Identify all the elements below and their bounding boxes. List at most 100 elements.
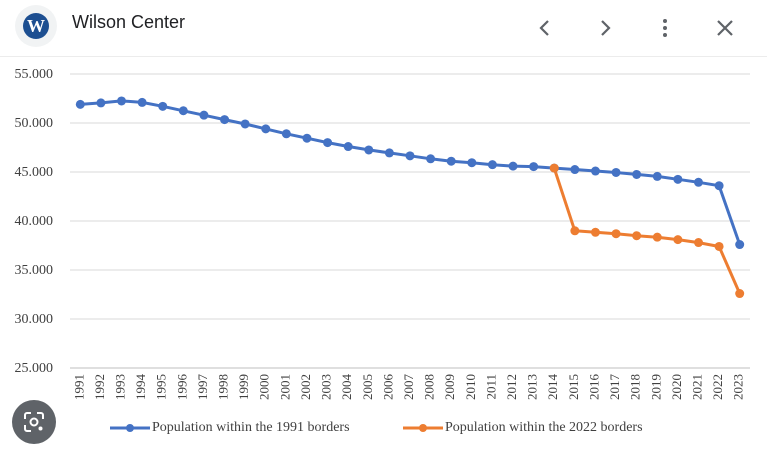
app-header: W Wilson Center — [0, 0, 767, 57]
data-point-series-0 — [384, 148, 394, 158]
legend-label-2022: Population within the 2022 borders — [445, 420, 643, 435]
data-point-series-0 — [673, 174, 683, 184]
data-point-series-0 — [446, 156, 456, 166]
x-tick-label: 2011 — [483, 374, 498, 400]
chevron-left-icon — [539, 20, 549, 36]
data-point-series-0 — [632, 169, 642, 179]
close-icon — [717, 20, 733, 36]
x-tick-label: 1997 — [195, 374, 210, 401]
data-point-series-1 — [632, 231, 642, 241]
data-point-series-0 — [467, 158, 477, 168]
y-tick-label: 55.000 — [15, 67, 54, 82]
data-point-series-1 — [590, 227, 600, 237]
data-point-series-0 — [302, 133, 312, 143]
data-point-series-0 — [405, 151, 415, 161]
x-tick-label: 2002 — [298, 374, 313, 400]
x-tick-label: 2007 — [401, 374, 416, 401]
x-tick-label: 2019 — [648, 374, 663, 400]
data-point-series-0 — [611, 167, 621, 177]
close-button[interactable] — [705, 8, 745, 48]
data-point-series-0 — [117, 96, 127, 106]
x-tick-label: 2005 — [360, 374, 375, 400]
x-tick-label: 2008 — [422, 374, 437, 400]
more-vert-icon — [663, 19, 667, 37]
x-tick-label: 2020 — [669, 374, 684, 400]
y-tick-label: 35.000 — [15, 263, 54, 278]
data-point-series-1 — [570, 226, 580, 236]
x-tick-label: 2003 — [319, 374, 334, 400]
data-point-series-0 — [570, 165, 580, 175]
data-point-series-0 — [178, 106, 188, 116]
legend-swatch-1991 — [110, 424, 150, 432]
data-point-series-0 — [693, 177, 703, 187]
data-point-series-0 — [158, 101, 168, 111]
lens-icon — [24, 412, 44, 432]
x-tick-label: 2010 — [463, 374, 478, 400]
x-tick-label: 2022 — [710, 374, 725, 400]
back-button[interactable] — [525, 8, 565, 48]
google-lens-button[interactable] — [12, 400, 56, 444]
forward-button[interactable] — [585, 8, 625, 48]
data-point-series-0 — [714, 181, 724, 191]
site-title: Wilson Center — [72, 12, 186, 32]
x-tick-label: 2000 — [257, 374, 272, 400]
data-point-series-1 — [693, 238, 703, 248]
data-point-series-1 — [549, 163, 559, 173]
more-options-button[interactable] — [645, 8, 685, 48]
x-tick-label: 1996 — [174, 374, 189, 401]
x-tick-label: 2015 — [566, 374, 581, 400]
data-point-series-1 — [673, 235, 683, 245]
x-tick-label: 2006 — [380, 374, 395, 401]
y-tick-label: 25.000 — [15, 361, 54, 376]
legend-item-2022: Population within the 2022 borders — [403, 420, 643, 436]
x-tick-label: 2021 — [689, 374, 704, 400]
series-line-1 — [552, 167, 742, 295]
population-line-chart: 25.000 30.000 35.000 40.000 45.000 50.000 55.0… — [15, 67, 750, 401]
wilson-center-logo-icon: W — [23, 13, 49, 39]
x-tick-label: 2016 — [586, 374, 601, 401]
data-point-series-0 — [487, 160, 497, 170]
data-point-series-0 — [343, 142, 353, 152]
data-point-series-0 — [137, 97, 147, 107]
data-point-series-0 — [735, 240, 745, 250]
data-point-series-0 — [96, 98, 106, 108]
legend-item-1991: Population within the 1991 borders — [110, 420, 350, 436]
x-tick-label: 1999 — [236, 374, 251, 400]
x-tick-label: 2013 — [525, 374, 540, 400]
data-point-series-0 — [240, 119, 250, 129]
data-point-series-0 — [508, 161, 518, 171]
legend-swatch-2022 — [403, 424, 443, 432]
y-tick-label: 50.000 — [15, 116, 54, 131]
x-tick-label: 1993 — [112, 374, 127, 400]
data-point-series-1 — [652, 232, 662, 242]
site-logo[interactable]: W — [15, 5, 57, 47]
x-tick-label: 1995 — [154, 374, 169, 400]
data-point-series-0 — [323, 138, 333, 148]
x-tick-label: 1992 — [92, 374, 107, 400]
data-point-series-1 — [611, 229, 621, 239]
x-tick-label: 2012 — [504, 374, 519, 400]
x-tick-label: 2017 — [607, 374, 622, 401]
y-tick-label: 45.000 — [15, 165, 54, 180]
x-tick-label: 1991 — [71, 374, 86, 400]
data-point-series-0 — [281, 129, 291, 139]
data-point-series-0 — [652, 171, 662, 181]
legend-label-1991: Population within the 1991 borders — [152, 420, 350, 435]
y-tick-label: 30.000 — [15, 312, 54, 327]
data-point-series-0 — [261, 124, 271, 134]
x-tick-label: 2001 — [277, 374, 292, 400]
x-tick-label: 1998 — [216, 374, 231, 400]
x-tick-label: 1994 — [133, 374, 148, 401]
chevron-right-icon — [601, 20, 611, 36]
data-point-series-0 — [75, 99, 85, 109]
x-tick-label: 2009 — [442, 374, 457, 400]
data-point-series-0 — [426, 154, 436, 164]
x-tick-label: 2004 — [339, 374, 354, 401]
y-tick-label: 40.000 — [15, 214, 54, 229]
x-tick-label: 2018 — [628, 374, 643, 400]
data-point-series-0 — [364, 145, 374, 155]
data-point-series-1 — [714, 241, 724, 251]
x-tick-label: 2023 — [731, 374, 746, 400]
data-point-series-0 — [199, 110, 209, 120]
data-point-series-0 — [529, 162, 539, 172]
